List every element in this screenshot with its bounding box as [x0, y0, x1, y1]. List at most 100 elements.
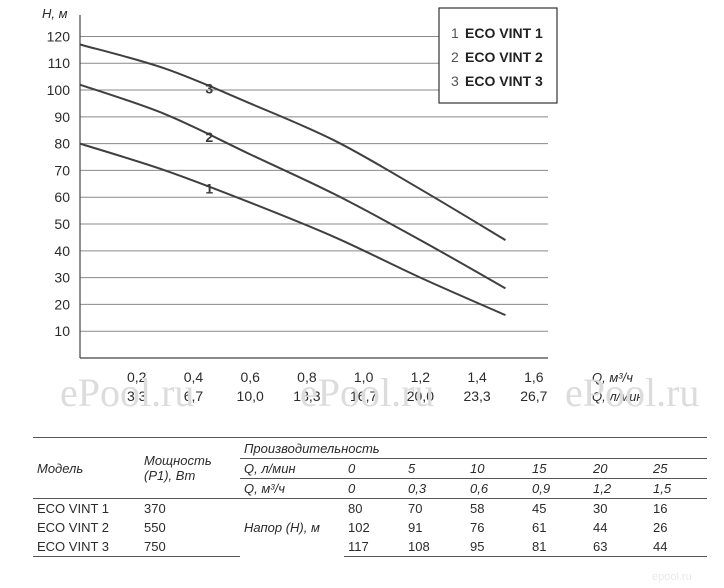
x-tick-label-secondary: 13,3	[293, 388, 320, 404]
legend: 1 ECO VINT 1 2 ECO VINT 2 3 ECO VINT 3	[438, 7, 558, 104]
legend-num-2: 2	[451, 49, 459, 65]
curve-label-1: 1	[205, 181, 213, 197]
power-cell: 370	[140, 498, 240, 518]
q-m3h-2: 0,6	[466, 478, 528, 499]
curve-label-2: 2	[205, 129, 213, 145]
y-tick-label: 50	[54, 216, 70, 232]
q-lmin-4: 20	[589, 458, 649, 479]
head-value: 70	[404, 498, 466, 518]
q-lmin-0: 0	[344, 458, 404, 479]
col-power-header-line2: (P1), Вт	[144, 468, 196, 483]
table-row-eco-vint-1: ECO VINT 1 370 Напор (H), м 80 70 58 45 …	[33, 498, 707, 557]
q-m3h-3: 0,9	[528, 478, 589, 499]
col-perf-header: Производительность	[240, 437, 707, 459]
y-tick-label: 90	[54, 109, 70, 125]
head-value: 76	[470, 520, 485, 535]
y-tick-label: 30	[54, 270, 70, 286]
legend-name-2: ECO VINT 2	[465, 49, 543, 65]
head-value: 95	[466, 537, 528, 557]
col-model-header: Модель	[33, 437, 140, 499]
x-tick-labels: 0,2 3,3 0,4 6,7 0,6 10,0 0,8 13,3 1,0 16,7 1,2 20,0…	[127, 369, 548, 404]
y-axis-label: H, м	[42, 6, 68, 21]
x-tick-label-secondary: 16,7	[350, 388, 377, 404]
head-value: 16	[649, 498, 707, 518]
x-tick-label-secondary: 23,3	[463, 388, 490, 404]
corner-watermark: epool.ru	[652, 571, 692, 583]
q-m3h-5: 1,5	[649, 478, 707, 499]
head-value: 44	[593, 520, 608, 535]
model-cell: ECO VINT 2	[37, 520, 110, 535]
series-line-1	[79, 142, 506, 317]
y-tick-label: 100	[47, 82, 71, 98]
table-header-row-1: Модель Мощность (P1), Вт Производительно…	[33, 437, 707, 499]
power-cell: 550	[144, 520, 166, 535]
table-header-row-q-lmin: Q, л/мин 0 5 10 15 20 25	[33, 458, 707, 479]
q-lmin-3: 15	[528, 458, 589, 479]
curve-label-3: 3	[205, 80, 213, 96]
curve-labels: 1 2 3	[205, 80, 213, 196]
head-value: 45	[528, 498, 589, 518]
x-tick-label-secondary: 6,7	[184, 388, 204, 404]
x-tick-label-primary: 0,2	[127, 369, 147, 385]
legend-name-1: ECO VINT 1	[465, 25, 543, 41]
table-row-eco-vint-2: ECO VINT 2 550 102 91 76 61 44 26	[33, 518, 707, 537]
x-tick-label-primary: 0,4	[184, 369, 204, 385]
col-power-header: Мощность (P1), Вт	[140, 437, 240, 499]
y-tick-label: 40	[54, 243, 70, 259]
col-power-header-line1: Мощность	[144, 453, 212, 468]
legend-box	[438, 7, 558, 104]
x-tick-label-primary: 1,6	[524, 369, 544, 385]
q-m3h-0: 0	[344, 478, 404, 499]
x-tick-label-primary: 1,4	[467, 369, 487, 385]
y-tick-label: 80	[54, 136, 70, 152]
x-axis-label-secondary: Q, л/мин	[592, 389, 644, 404]
y-tick-label: 70	[54, 162, 70, 178]
watermark-1: ePool.ru	[60, 370, 194, 415]
head-value: 117	[344, 537, 404, 557]
y-tick-label: 60	[54, 189, 70, 205]
x-tick-label-secondary: 20,0	[407, 388, 434, 404]
q-lmin-2: 10	[466, 458, 528, 479]
model-cell: ECO VINT 1	[33, 498, 140, 518]
spec-table: Модель Мощность (P1), Вт Производительно…	[33, 437, 707, 557]
q-m3h-label: Q, м³/ч	[240, 478, 344, 499]
y-tick-label: 110	[48, 55, 71, 71]
y-tick-label: 120	[47, 28, 71, 44]
head-value: 26	[653, 520, 668, 535]
series-line-2	[79, 83, 506, 290]
power-cell: 750	[140, 537, 240, 557]
x-tick-label-primary: 1,0	[354, 369, 374, 385]
watermark-2: ePool.ru	[300, 370, 434, 415]
head-value: 81	[528, 537, 589, 557]
q-lmin-1: 5	[404, 458, 466, 479]
watermark-3: ePool.ru	[565, 370, 699, 415]
table-header-row-q-m3h: Q, м³/ч 0 0,3 0,6 0,9 1,2 1,5	[33, 478, 707, 499]
x-tick-label-primary: 0,8	[297, 369, 317, 385]
head-value: 30	[589, 498, 649, 518]
head-value: 58	[466, 498, 528, 518]
head-value: 63	[589, 537, 649, 557]
q-m3h-4: 1,2	[589, 478, 649, 499]
head-value: 108	[404, 537, 466, 557]
head-value: 80	[344, 498, 404, 518]
y-tick-label: 20	[54, 296, 70, 312]
table-row-eco-vint-3: ECO VINT 3 750 117 108 95 81 63 44	[33, 537, 707, 557]
legend-name-3: ECO VINT 3	[465, 73, 543, 89]
x-tick-label-secondary: 10,0	[237, 388, 264, 404]
legend-num-3: 3	[451, 73, 459, 89]
series-curves	[79, 43, 506, 317]
y-tick-label: 10	[54, 323, 70, 339]
q-m3h-1: 0,3	[404, 478, 466, 499]
q-lmin-5: 25	[649, 458, 707, 479]
legend-num-1: 1	[451, 25, 459, 41]
head-value: 102	[348, 520, 370, 535]
head-value: 91	[408, 520, 423, 535]
x-tick-label-primary: 1,2	[411, 369, 431, 385]
head-label: Напор (H), м	[240, 498, 344, 557]
model-cell: ECO VINT 3	[33, 537, 140, 557]
head-value: 61	[532, 520, 547, 535]
head-value: 44	[649, 537, 707, 557]
x-tick-label-primary: 0,6	[240, 369, 260, 385]
y-tick-labels: 10 20 30 40 50 60 70 80 90 100 110 120	[47, 28, 71, 339]
